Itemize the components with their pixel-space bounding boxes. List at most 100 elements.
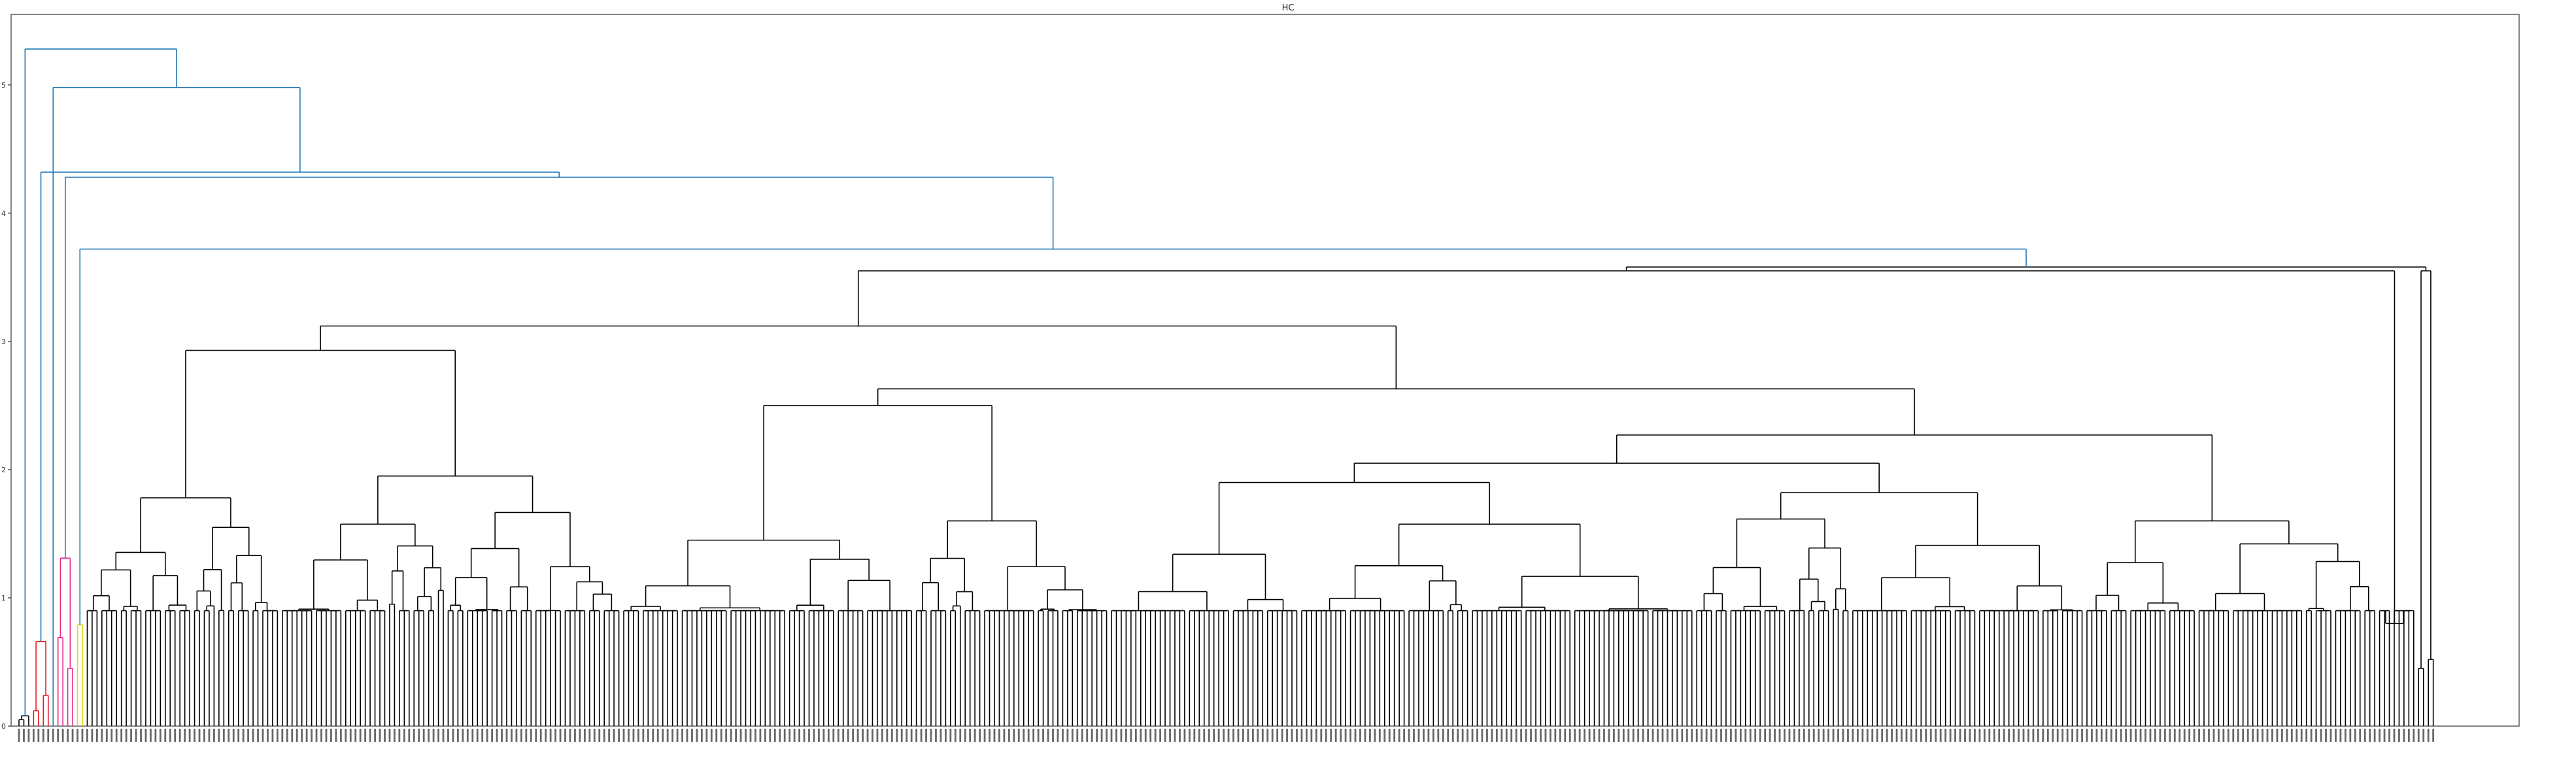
leaf-label bbox=[413, 729, 415, 742]
leaf-label bbox=[1954, 729, 1956, 742]
leaf-label bbox=[1306, 729, 1308, 742]
leaf-label bbox=[150, 729, 152, 742]
leaf-label bbox=[637, 729, 639, 742]
leaf-label bbox=[1568, 729, 1571, 742]
leaf-label bbox=[2081, 729, 2083, 742]
leaf-label bbox=[886, 729, 889, 742]
leaf-label bbox=[754, 729, 756, 742]
leaf-label bbox=[900, 729, 903, 742]
leaf-label bbox=[1027, 729, 1030, 742]
leaf-label bbox=[1193, 729, 1196, 742]
leaf-label bbox=[1691, 729, 1693, 742]
leaf-label bbox=[1647, 729, 1649, 742]
leaf-label bbox=[1935, 729, 1937, 742]
leaf-label bbox=[1998, 729, 2001, 742]
leaf-label bbox=[2393, 729, 2396, 742]
leaf-label bbox=[394, 729, 396, 742]
leaf-label bbox=[178, 729, 181, 742]
leaf-label bbox=[1315, 729, 1317, 742]
leaf-label bbox=[2120, 729, 2122, 742]
leaf-label bbox=[1115, 729, 1117, 742]
leaf-label bbox=[1208, 729, 1210, 742]
leaf-label bbox=[120, 729, 123, 742]
leaf-label bbox=[208, 729, 211, 742]
leaf-label bbox=[1495, 729, 1498, 742]
leaf-label bbox=[1310, 729, 1313, 742]
leaf-label bbox=[2330, 729, 2332, 742]
leaf-label bbox=[1271, 729, 1274, 742]
leaf-label bbox=[271, 729, 274, 742]
leaf-label bbox=[1540, 729, 1542, 742]
leaf-label bbox=[1895, 729, 1898, 742]
leaf-label bbox=[2018, 729, 2020, 742]
leaf-label bbox=[588, 729, 591, 742]
leaf-label bbox=[2246, 729, 2249, 742]
leaf-label bbox=[2163, 729, 2166, 742]
leaf-label bbox=[1739, 729, 1742, 742]
leaf-label bbox=[2286, 729, 2288, 742]
leaf-label bbox=[81, 729, 84, 742]
y-tick-label: 2 bbox=[1, 466, 6, 474]
y-tick-label: 5 bbox=[1, 81, 6, 90]
leaf-label bbox=[140, 729, 142, 742]
leaf-label bbox=[964, 729, 966, 742]
leaf-label bbox=[2422, 729, 2425, 742]
leaf-label bbox=[1261, 729, 1264, 742]
leaf-label bbox=[2188, 729, 2191, 742]
leaf-label bbox=[949, 729, 952, 742]
leaf-label bbox=[91, 729, 93, 742]
leaf-label bbox=[691, 729, 693, 742]
leaf-label bbox=[232, 729, 235, 742]
leaf-label bbox=[2037, 729, 2039, 742]
leaf-label bbox=[1603, 729, 1605, 742]
leaf-label bbox=[1393, 729, 1396, 742]
leaf-label bbox=[773, 729, 776, 742]
leaf-label bbox=[808, 729, 810, 742]
leaf-label bbox=[1476, 729, 1478, 742]
leaf-label bbox=[1340, 729, 1342, 742]
leaf-label bbox=[2252, 729, 2254, 742]
leaf-label bbox=[2139, 729, 2142, 742]
leaf-label bbox=[1164, 729, 1166, 742]
leaf-label bbox=[281, 729, 284, 742]
leaf-label bbox=[1062, 729, 1064, 742]
leaf-label bbox=[1808, 729, 1810, 742]
leaf-label bbox=[925, 729, 927, 742]
leaf-label bbox=[1481, 729, 1483, 742]
leaf-label bbox=[1769, 729, 1771, 742]
leaf-label bbox=[1876, 729, 1878, 742]
leaf-label bbox=[872, 729, 873, 742]
leaf-label bbox=[1861, 729, 1864, 742]
leaf-label bbox=[2086, 729, 2088, 742]
leaf-label bbox=[2417, 729, 2420, 742]
leaf-label bbox=[2169, 729, 2171, 742]
leaf-label bbox=[1032, 729, 1035, 742]
leaf-label bbox=[1457, 729, 1459, 742]
leaf-label bbox=[1100, 729, 1103, 742]
y-tick-label: 1 bbox=[1, 594, 6, 602]
leaf-label bbox=[2052, 729, 2054, 742]
leaf-label bbox=[1759, 729, 1761, 742]
leaf-label bbox=[1866, 729, 1869, 742]
leaf-label bbox=[1140, 729, 1142, 742]
leaf-label bbox=[364, 729, 367, 742]
leaf-label bbox=[1905, 729, 1908, 742]
y-tick-label: 3 bbox=[1, 338, 6, 346]
leaf-label bbox=[1978, 729, 1981, 742]
leaf-label bbox=[2432, 729, 2435, 742]
leaf-label bbox=[1578, 729, 1581, 742]
leaf-label bbox=[1071, 729, 1074, 742]
leaf-label bbox=[2173, 729, 2176, 742]
leaf-label bbox=[1437, 729, 1440, 742]
leaf-label bbox=[1091, 729, 1093, 742]
leaf-label bbox=[2125, 729, 2127, 742]
leaf-label bbox=[1349, 729, 1351, 742]
plot-frame bbox=[10, 14, 2520, 727]
leaf-label bbox=[2071, 729, 2074, 742]
leaf-label bbox=[447, 729, 449, 742]
leaf-label bbox=[2227, 729, 2229, 742]
leaf-label bbox=[1149, 729, 1152, 742]
leaf-label bbox=[1929, 729, 1932, 742]
leaf-label bbox=[2061, 729, 2064, 742]
leaf-label bbox=[1564, 729, 1567, 742]
